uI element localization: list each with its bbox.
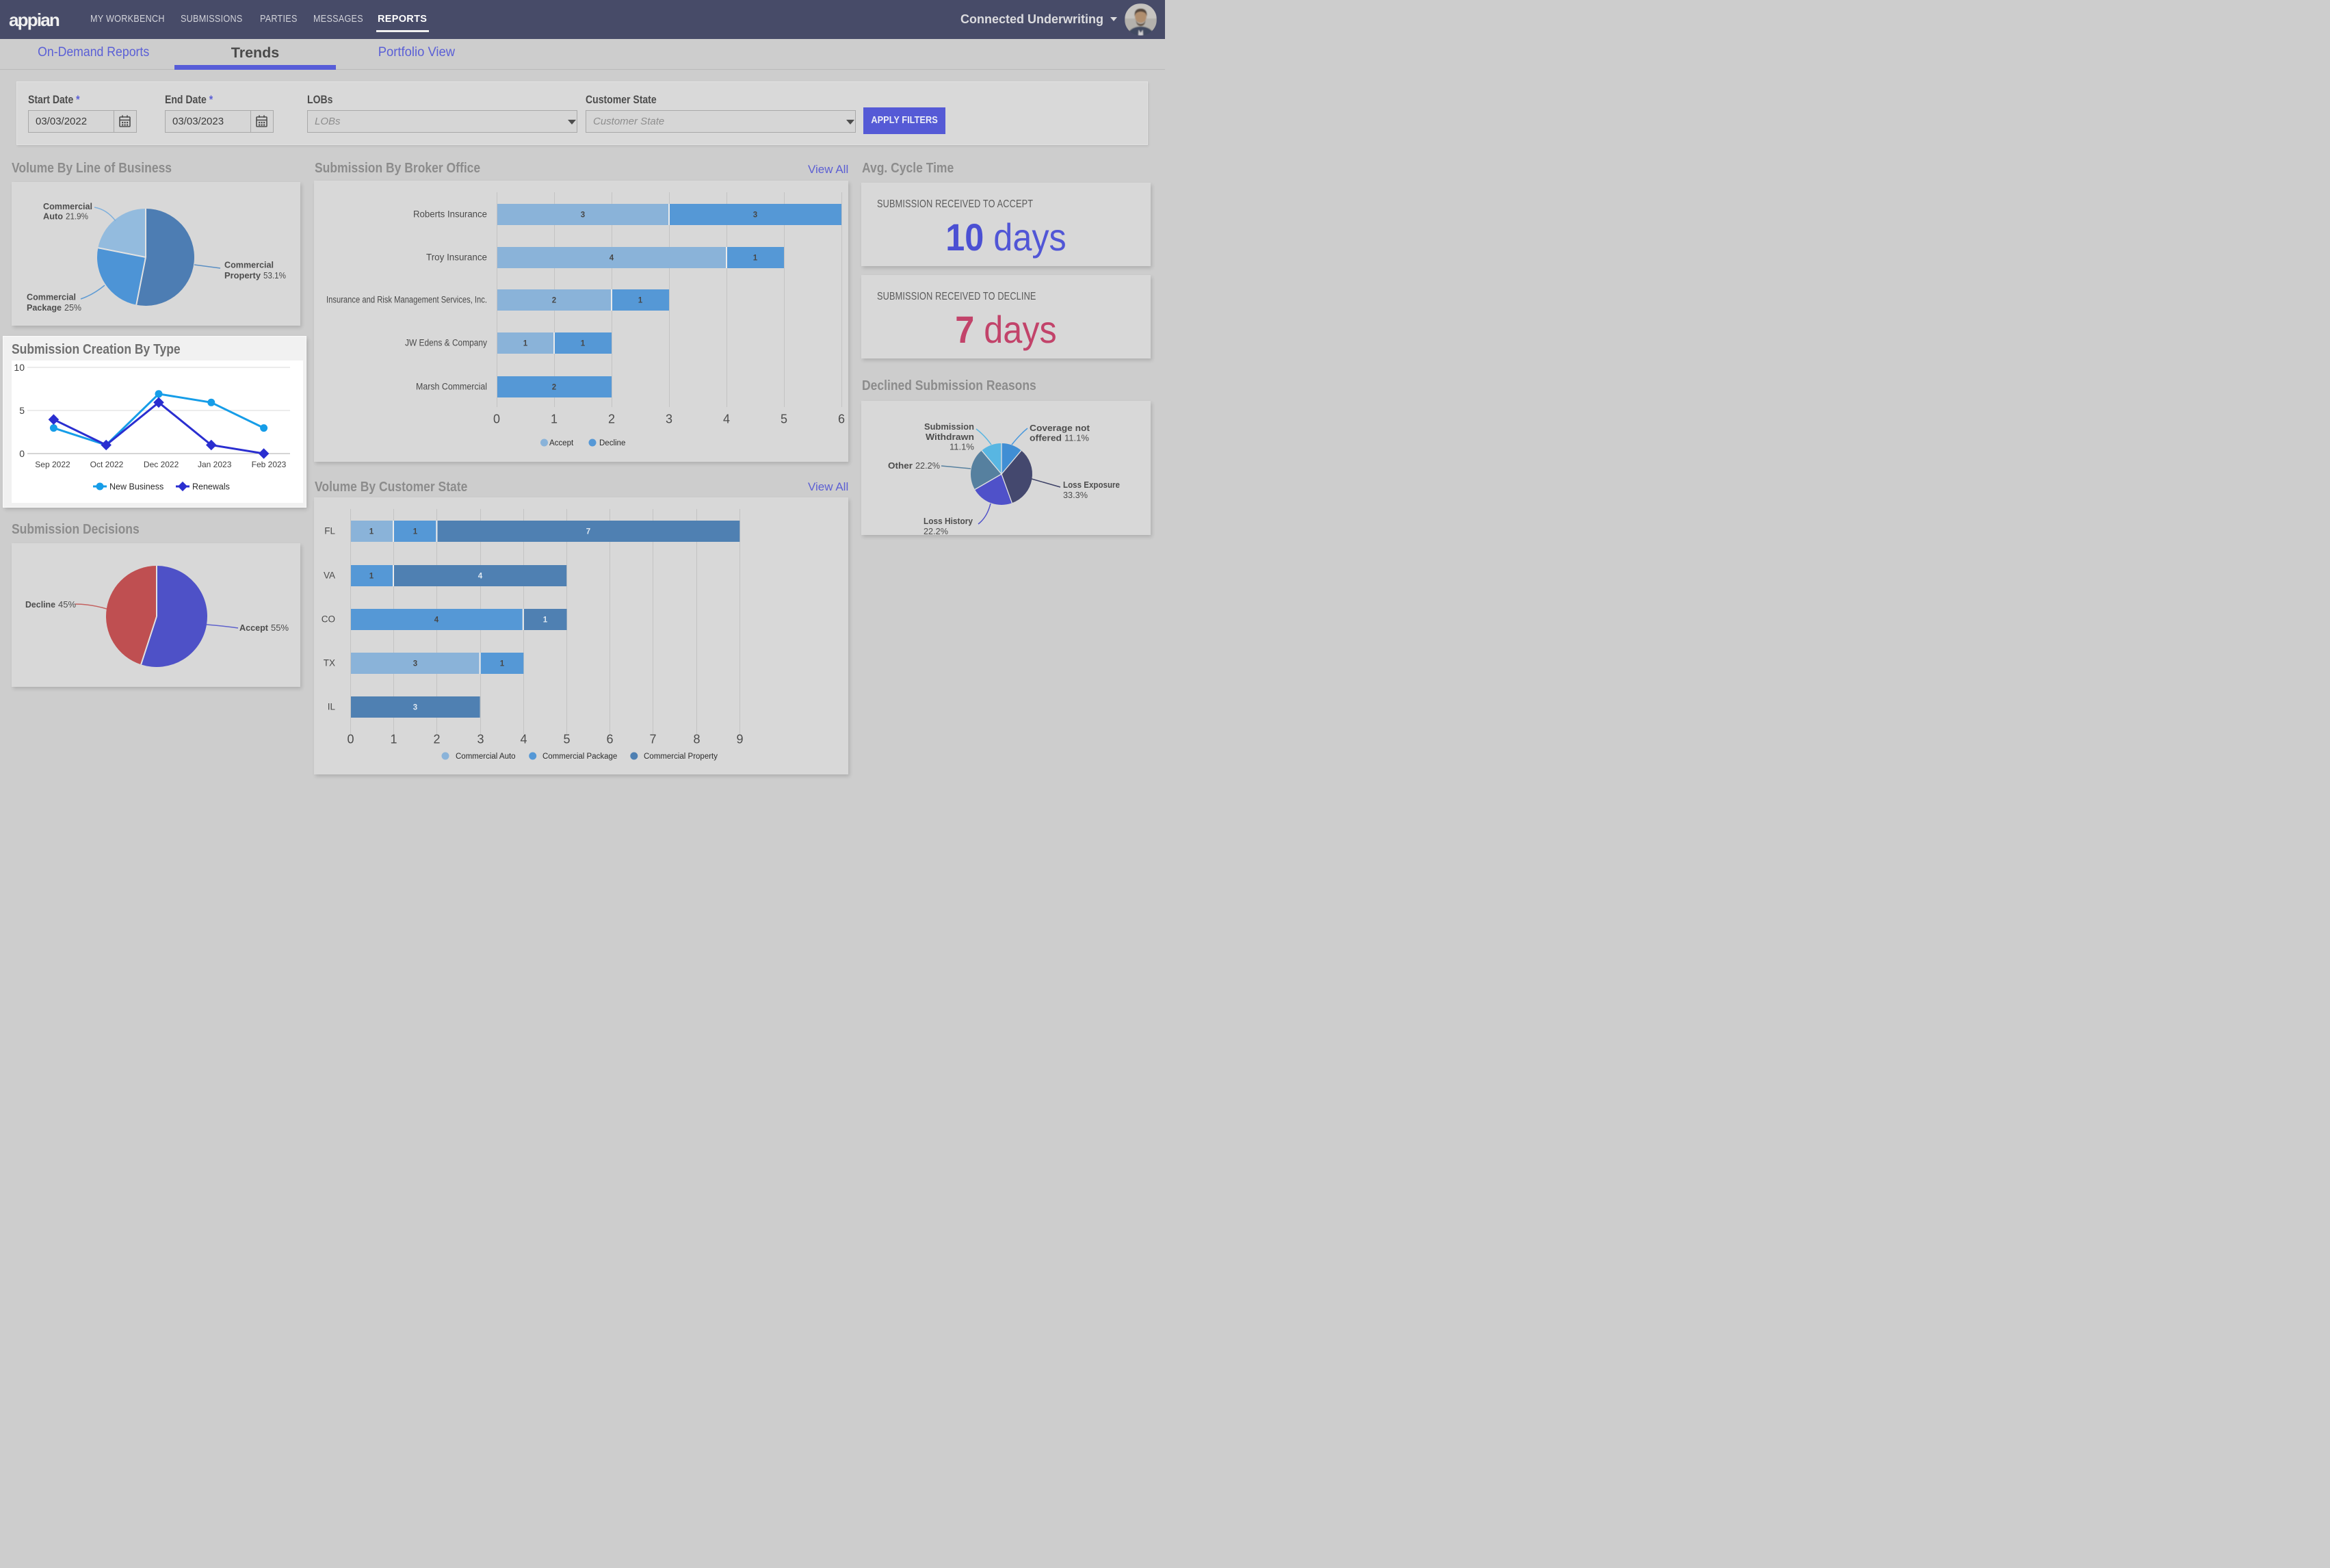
svg-text:0: 0	[493, 413, 500, 426]
svg-text:2: 2	[552, 384, 556, 392]
svg-text:Commercial Auto: Commercial Auto	[456, 753, 516, 761]
svg-text:Marsh Commercial: Marsh Commercial	[416, 382, 487, 392]
svg-text:0: 0	[19, 448, 25, 459]
svg-text:CO: CO	[322, 614, 335, 625]
svg-text:5: 5	[781, 413, 787, 426]
svg-text:1: 1	[369, 573, 374, 581]
svg-text:Troy Insurance: Troy Insurance	[426, 252, 487, 263]
svg-text:3: 3	[413, 704, 417, 712]
svg-text:8: 8	[693, 733, 700, 746]
svg-text:5: 5	[563, 733, 570, 746]
svg-text:1: 1	[390, 733, 397, 746]
svg-text:1: 1	[543, 616, 548, 625]
svg-text:Commercial Property: Commercial Property	[644, 753, 718, 761]
svg-text:4: 4	[723, 413, 730, 426]
svg-text:Loss History: Loss History	[924, 516, 973, 526]
svg-text:4: 4	[434, 616, 439, 625]
svg-text:2: 2	[552, 297, 556, 305]
svg-text:Insurance and Risk Management: Insurance and Risk Management Services, …	[326, 295, 487, 305]
svg-text:Commercial: Commercial	[43, 201, 92, 211]
svg-text:2: 2	[433, 733, 440, 746]
svg-text:Commercial: Commercial	[27, 292, 76, 302]
svg-text:7: 7	[649, 733, 656, 746]
svg-text:4: 4	[520, 733, 527, 746]
svg-text:Commercial Package: Commercial Package	[542, 753, 617, 761]
svg-text:4: 4	[478, 573, 483, 581]
svg-text:Feb 2023: Feb 2023	[252, 460, 287, 469]
svg-text:Jan 2023: Jan 2023	[198, 460, 232, 469]
svg-text:3: 3	[581, 211, 585, 220]
svg-text:Coverage not: Coverage not	[1030, 423, 1090, 433]
svg-text:Renewals: Renewals	[192, 482, 230, 492]
svg-text:Oct 2022: Oct 2022	[90, 460, 124, 469]
svg-text:3: 3	[666, 413, 672, 426]
svg-text:1: 1	[413, 528, 418, 536]
svg-text:3: 3	[753, 211, 757, 220]
svg-text:1: 1	[753, 254, 758, 263]
svg-text:3: 3	[477, 733, 484, 746]
svg-text:7: 7	[586, 528, 590, 536]
svg-text:JW Edens & Company: JW Edens & Company	[405, 338, 487, 348]
svg-text:1: 1	[523, 340, 528, 348]
svg-text:New Business: New Business	[109, 482, 163, 492]
svg-text:1: 1	[638, 297, 643, 305]
svg-text:FL: FL	[324, 526, 335, 536]
svg-text:TX: TX	[324, 658, 335, 668]
svg-text:1: 1	[551, 413, 558, 426]
svg-text:4: 4	[610, 254, 614, 263]
svg-text:9: 9	[736, 733, 743, 746]
svg-text:Sep 2022: Sep 2022	[35, 460, 70, 469]
svg-text:10: 10	[14, 362, 25, 373]
svg-text:Decline: Decline	[599, 439, 625, 447]
svg-text:Roberts Insurance: Roberts Insurance	[413, 209, 487, 220]
svg-text:5: 5	[19, 405, 25, 416]
svg-text:IL: IL	[328, 702, 336, 712]
svg-text:Loss Exposure: Loss Exposure	[1063, 480, 1120, 490]
svg-text:VA: VA	[324, 571, 335, 581]
svg-text:Accept: Accept	[549, 439, 574, 447]
svg-text:22.2%: 22.2%	[924, 526, 948, 535]
svg-text:Commercial: Commercial	[224, 260, 274, 270]
svg-text:2: 2	[608, 413, 615, 426]
svg-text:6: 6	[838, 413, 845, 426]
svg-text:Submission: Submission	[924, 421, 974, 432]
svg-text:33.3%: 33.3%	[1063, 490, 1088, 500]
svg-text:6: 6	[606, 733, 613, 746]
svg-text:11.1%: 11.1%	[950, 442, 974, 452]
svg-text:1: 1	[581, 340, 586, 348]
svg-text:1: 1	[369, 528, 374, 536]
svg-text:Dec 2022: Dec 2022	[144, 460, 179, 469]
svg-text:Withdrawn: Withdrawn	[926, 432, 974, 442]
svg-text:1: 1	[500, 660, 505, 668]
svg-text:0: 0	[347, 733, 354, 746]
svg-text:3: 3	[413, 660, 417, 668]
